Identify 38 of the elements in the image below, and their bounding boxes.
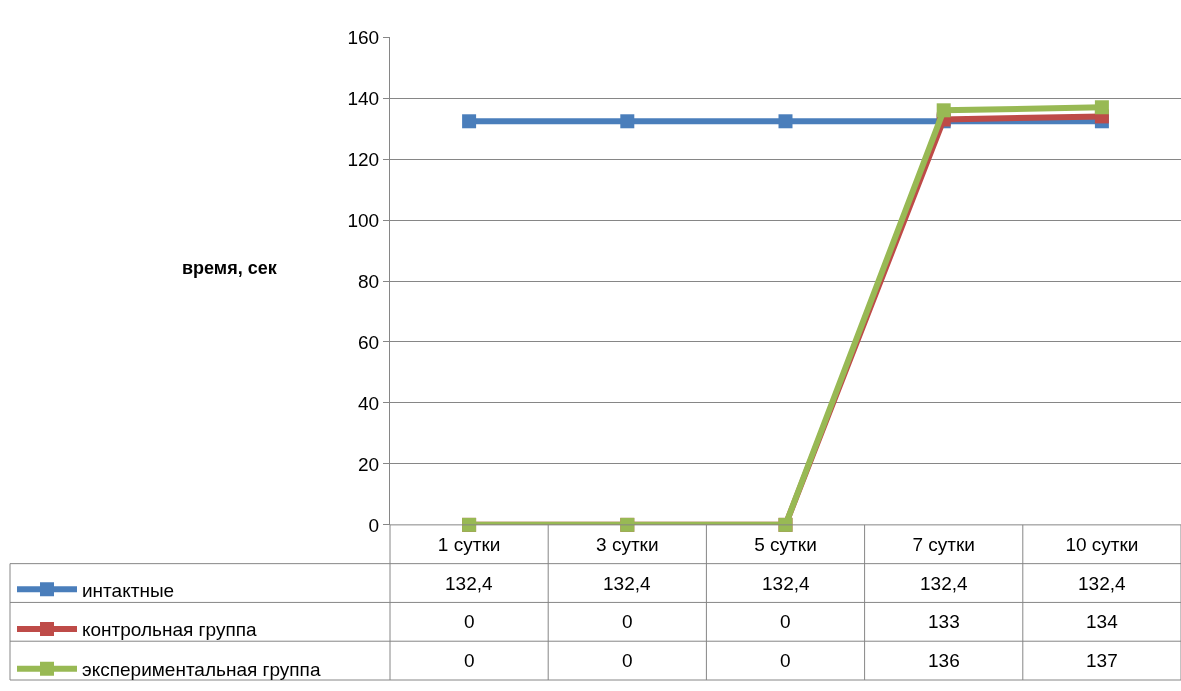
data-label: 132,4 [920, 573, 968, 594]
legend-label: интактные [82, 579, 175, 601]
y-tick-label: 140 [347, 87, 380, 109]
point [1094, 100, 1109, 115]
data-label: 132,4 [603, 573, 651, 594]
data-label: 132,4 [445, 573, 493, 594]
y-tick-label: 120 [347, 148, 380, 170]
data-label: 0 [464, 650, 475, 671]
data-label: 0 [464, 611, 475, 632]
x-tick-label: 5 сутки [754, 533, 817, 555]
y-tick-label: 20 [358, 453, 380, 475]
x-tick-label: 1 сутки [437, 533, 501, 555]
data-label: 137 [1086, 650, 1118, 671]
y-tick-label: 160 [347, 26, 380, 48]
data-label: 133 [928, 611, 960, 632]
y-tick-label: 40 [358, 392, 380, 414]
y-axis-title: время, сек [182, 258, 278, 278]
y-tick-label: 0 [368, 514, 380, 536]
data-label: 0 [780, 650, 791, 671]
point [778, 114, 793, 129]
x-tick-label: 3 сутки [596, 533, 659, 555]
x-tick-label: 10 сутки [1065, 533, 1139, 555]
y-tick-label: 80 [358, 270, 380, 292]
legend-label: экспериментальная группа [82, 659, 321, 681]
data-label: 132,4 [1078, 573, 1126, 594]
data-label: 132,4 [762, 573, 810, 594]
data-label: 0 [622, 611, 633, 632]
point [462, 114, 477, 129]
point [620, 114, 635, 129]
data-label: 134 [1086, 611, 1119, 632]
y-tick-label: 100 [347, 209, 380, 231]
x-tick-label: 7 сутки [912, 533, 975, 555]
legend-label: контрольная группа [82, 619, 257, 641]
point [936, 103, 951, 118]
y-tick-label: 60 [358, 331, 380, 353]
data-label: 0 [780, 611, 791, 632]
data-label: 136 [928, 650, 960, 671]
data-label: 0 [622, 650, 633, 671]
